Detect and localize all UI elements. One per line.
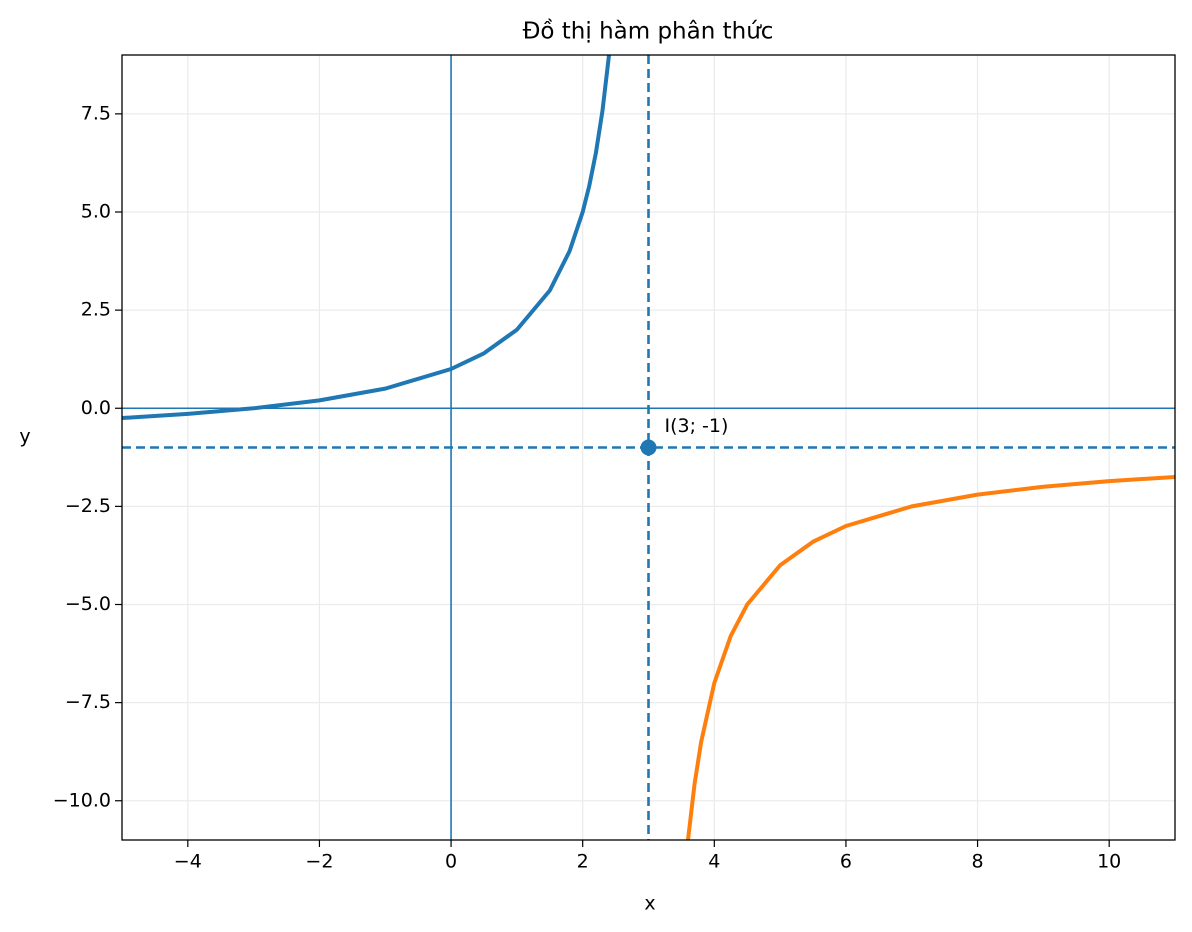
y-tick-label: −10.0 — [53, 789, 111, 811]
x-tick-label: −4 — [174, 851, 202, 873]
x-tick-label: 0 — [445, 851, 457, 873]
x-tick-label: 10 — [1097, 851, 1121, 873]
plot-area — [122, 55, 1175, 840]
y-tick-label: 0.0 — [81, 397, 111, 419]
x-tick-label: 6 — [840, 851, 852, 873]
y-tick-label: 5.0 — [81, 201, 111, 223]
point — [640, 439, 657, 456]
y-tick-label: −7.5 — [65, 691, 111, 713]
x-axis-label: x — [644, 893, 655, 915]
point-label: I(3; -1) — [665, 415, 729, 437]
chart-title: Đồ thị hàm phân thức — [523, 19, 774, 45]
axes: −4 −2 0 2 4 6 8 10 −10.0 −7.5 −5.0 −2.5 0.0 2.5 5.0 7.5 — [53, 102, 1122, 872]
x-tick-label: 8 — [972, 851, 984, 873]
x-tick-label: 2 — [577, 851, 589, 873]
y-tick-label: −2.5 — [65, 495, 111, 517]
y-tick-label: 7.5 — [81, 102, 111, 124]
line-series — [686, 474, 1175, 840]
plot-frame — [121, 54, 1176, 841]
y-tick-label: −5.0 — [65, 593, 111, 615]
x-tick-label: −2 — [305, 851, 333, 873]
y-tick-label: 2.5 — [81, 299, 111, 321]
y-axis-label: y — [19, 426, 30, 448]
line-series — [122, 55, 611, 421]
x-tick-label: 4 — [708, 851, 720, 873]
